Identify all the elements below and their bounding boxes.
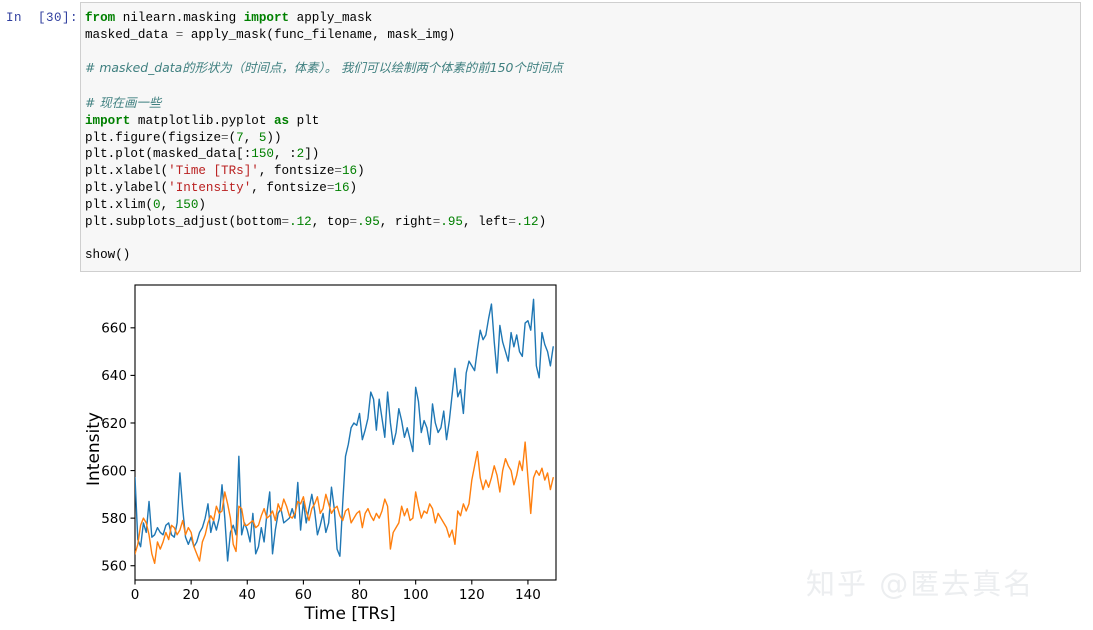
code-token: 0 bbox=[153, 197, 161, 212]
cell-prompt-label: In [30]: bbox=[6, 11, 79, 25]
code-token: 'Time [TRs]' bbox=[168, 164, 259, 179]
code-token: .95 bbox=[357, 214, 380, 229]
code-token: # masked_data的形状为（时间点，体素）。 我们可以绘制两个体素的前1… bbox=[85, 60, 563, 76]
code-token: = bbox=[221, 130, 229, 145]
x-tick-label: 60 bbox=[295, 587, 312, 603]
axes-frame bbox=[134, 284, 557, 581]
code-token: = bbox=[508, 214, 516, 229]
y-tick-label: 620 bbox=[101, 416, 127, 432]
y-tick-label: 600 bbox=[101, 463, 127, 479]
code-token: import bbox=[85, 113, 131, 128]
x-tick-label: 20 bbox=[183, 587, 200, 603]
code-token: = bbox=[334, 164, 342, 179]
x-tick-label: 100 bbox=[403, 587, 429, 603]
code-token: import bbox=[243, 11, 290, 25]
code-token: = bbox=[281, 214, 290, 229]
code-token: = bbox=[349, 214, 358, 229]
x-tick-label: 80 bbox=[351, 587, 368, 603]
source-code[interactable]: from nilearn.masking import apply_mask m… bbox=[85, 11, 563, 263]
y-axis-ticks: 560 580 600 620 640 660 bbox=[101, 321, 135, 575]
x-tick-label: 0 bbox=[131, 587, 140, 603]
code-token: 16 bbox=[341, 164, 358, 179]
code-token: 5 bbox=[258, 130, 267, 145]
data-series-group bbox=[135, 298, 554, 565]
x-tick-label: 40 bbox=[239, 587, 256, 603]
y-tick-label: 660 bbox=[101, 321, 127, 337]
notebook-code-cell: In [30]: from nilearn.masking import app… bbox=[0, 0, 1093, 278]
code-token: .12 bbox=[515, 214, 539, 229]
y-tick-label: 580 bbox=[101, 511, 127, 527]
code-token: 150 bbox=[175, 197, 199, 212]
code-token: 2 bbox=[296, 147, 305, 162]
code-token: from bbox=[85, 11, 116, 25]
line-chart: 0 20 40 60 80 100 120 140 560 580 600 620 640 660 Ti… bbox=[85, 281, 585, 626]
watermark: 知乎 @匿去真名 bbox=[806, 567, 1035, 601]
plot-output: 0 20 40 60 80 100 120 140 560 580 600 620 640 660 Ti… bbox=[85, 281, 585, 626]
code-editor-area[interactable]: from nilearn.masking import apply_mask m… bbox=[80, 2, 1081, 272]
code-token: 150 bbox=[251, 147, 274, 162]
code-token: as bbox=[273, 113, 290, 128]
code-token: 'Intensity' bbox=[168, 180, 252, 195]
code-token: = bbox=[432, 214, 441, 229]
y-tick-label: 560 bbox=[101, 559, 127, 575]
x-axis-ticks: 0 20 40 60 80 100 120 140 bbox=[131, 580, 541, 603]
code-token: = bbox=[326, 180, 335, 195]
y-tick-label: 640 bbox=[101, 368, 127, 384]
x-axis-label: Time [TRs] bbox=[303, 604, 395, 624]
code-token: = bbox=[175, 27, 184, 42]
y-axis-label: Intensity bbox=[85, 412, 104, 486]
series-line bbox=[135, 441, 554, 565]
code-token: # 现在画一些 bbox=[85, 94, 162, 110]
code-token: .12 bbox=[289, 214, 312, 229]
code-token: 16 bbox=[334, 180, 350, 195]
chart-background bbox=[85, 281, 585, 626]
code-token: 7 bbox=[236, 130, 244, 145]
code-token: .95 bbox=[440, 214, 463, 229]
x-tick-label: 120 bbox=[459, 587, 485, 603]
series-line bbox=[135, 298, 554, 562]
x-tick-label: 140 bbox=[515, 587, 541, 603]
